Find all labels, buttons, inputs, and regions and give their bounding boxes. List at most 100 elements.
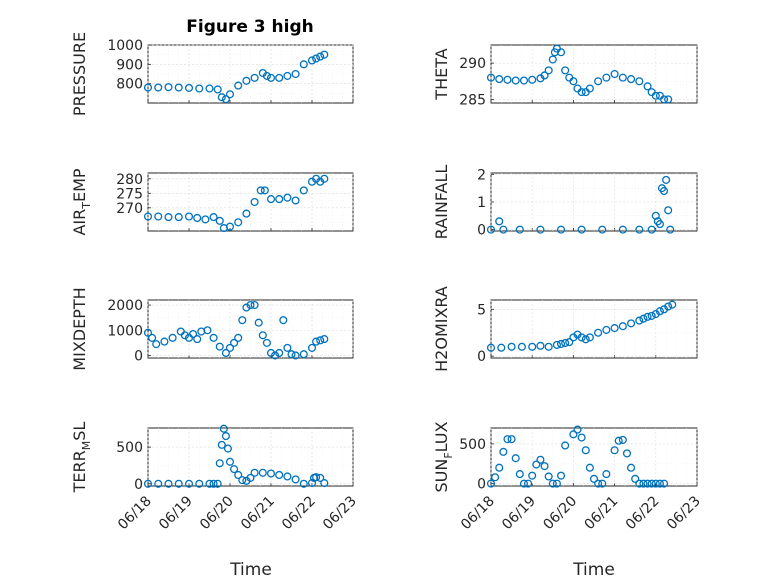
data-point — [291, 196, 300, 205]
subplot-6: 0 5 H2OMIXRA — [432, 286, 698, 372]
data-point — [213, 479, 222, 488]
data-point — [184, 83, 194, 92]
data-point — [215, 459, 224, 468]
data-point — [266, 73, 276, 82]
x-tick-label: 06/20 — [540, 493, 580, 533]
data-point — [577, 225, 586, 234]
data-point — [271, 351, 280, 360]
data-point — [528, 471, 537, 480]
data-point — [238, 476, 247, 485]
y-axis-label: THETA — [432, 48, 451, 100]
data-point — [221, 348, 230, 358]
data-point — [573, 425, 582, 434]
data-point — [627, 463, 636, 472]
data-point — [548, 55, 557, 64]
x-tick-label: 06/22 — [623, 493, 663, 533]
data-point — [651, 91, 660, 100]
x-tick-label: 06/18 — [115, 493, 155, 533]
data-point — [544, 472, 553, 481]
data-point — [316, 473, 325, 482]
data-point — [536, 455, 545, 464]
data-point — [602, 325, 611, 334]
data-point — [148, 333, 157, 342]
data-point — [647, 311, 656, 320]
data-point — [258, 331, 267, 340]
data-point — [577, 88, 586, 97]
data-point — [230, 465, 239, 474]
data-point — [221, 95, 230, 104]
y-axis-label: MIXDEPTH — [70, 287, 89, 370]
y-tick-label: 0 — [134, 348, 143, 364]
data-point — [610, 446, 619, 455]
data-point — [627, 75, 636, 84]
data-point — [643, 82, 652, 91]
data-point — [225, 343, 235, 352]
data-point — [487, 73, 496, 82]
data-point — [209, 333, 218, 342]
data-point — [594, 77, 603, 86]
data-point — [221, 432, 230, 441]
data-point — [160, 337, 169, 346]
series-markers — [487, 300, 677, 352]
data-point — [519, 479, 529, 488]
data-point — [561, 66, 570, 75]
data-point — [594, 479, 603, 488]
data-point — [666, 225, 675, 234]
data-point — [585, 84, 594, 93]
data-point — [219, 424, 228, 433]
y-tick-label: 1000 — [107, 323, 143, 339]
data-point — [577, 433, 586, 442]
data-point — [168, 333, 177, 342]
x-tick-label: 06/23 — [320, 493, 360, 533]
data-point — [577, 333, 586, 342]
data-point — [195, 84, 204, 93]
data-point — [524, 479, 533, 488]
data-point — [152, 340, 161, 349]
data-point — [307, 56, 317, 65]
data-point — [234, 470, 243, 480]
data-point — [262, 71, 271, 80]
data-point — [647, 479, 656, 488]
data-point — [316, 336, 325, 345]
data-point — [209, 479, 218, 488]
data-point — [217, 93, 226, 102]
data-point — [561, 338, 570, 348]
data-point — [561, 441, 570, 450]
data-point — [618, 322, 627, 331]
x-tick-label: 06/19 — [499, 493, 539, 533]
data-point — [144, 83, 153, 92]
data-point — [250, 300, 259, 310]
data-point — [610, 324, 619, 333]
data-point — [320, 50, 329, 59]
figure-title: Figure 3 high — [186, 17, 314, 37]
data-point — [275, 73, 284, 82]
data-point — [585, 463, 594, 472]
data-point — [184, 479, 194, 488]
data-point — [256, 186, 265, 195]
data-point — [507, 342, 516, 351]
data-point — [602, 470, 611, 479]
data-point — [643, 479, 652, 488]
data-point — [154, 479, 163, 488]
data-point — [569, 77, 578, 86]
data-point — [664, 302, 673, 311]
data-point — [225, 457, 235, 466]
x-tick-label: 06/21 — [582, 493, 622, 533]
data-point — [655, 479, 664, 488]
data-point — [193, 335, 202, 344]
data-point — [242, 303, 251, 312]
y-axis-label: SUNFLUX — [432, 421, 455, 492]
data-point — [618, 435, 627, 444]
data-point — [320, 479, 329, 488]
data-point — [299, 60, 308, 69]
data-point — [668, 300, 677, 309]
series-markers — [487, 425, 669, 488]
data-point — [312, 54, 321, 63]
data-point — [312, 473, 321, 482]
subplot-8: 06/18 06/19 06/20 06/21 06/22 06/23 0 500SUNFLU… — [432, 421, 704, 533]
data-point — [299, 186, 308, 195]
data-point — [556, 471, 566, 480]
data-point — [655, 307, 664, 316]
data-point — [279, 316, 288, 325]
